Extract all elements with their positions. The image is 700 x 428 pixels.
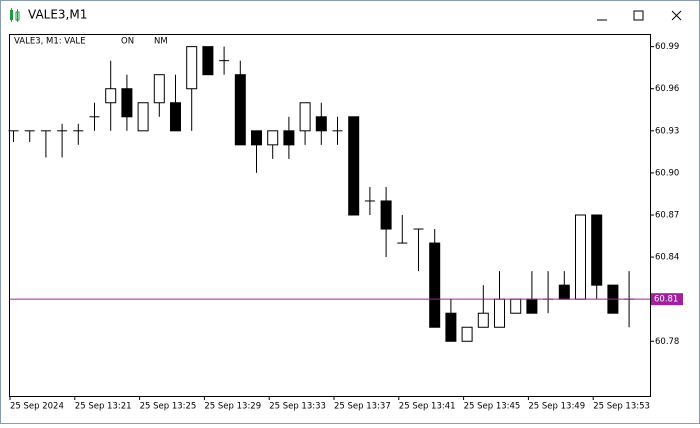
y-tick-label: 60.96 (655, 84, 679, 94)
x-tick-label: 25 Sep 13:49 (528, 402, 585, 412)
candle-body (283, 130, 295, 146)
candle-body (380, 200, 392, 230)
candle-body (558, 284, 570, 300)
candle-body (445, 312, 457, 342)
y-tick-label: 60.87 (655, 211, 679, 221)
candle-body (477, 312, 489, 328)
candle-body (267, 130, 279, 146)
candle-body (299, 102, 311, 132)
annotation: NM (154, 37, 168, 47)
candle-body (348, 116, 360, 216)
candle-body (315, 116, 327, 132)
y-tick-label: 60.78 (655, 337, 679, 347)
y-tick-label: 60.99 (655, 42, 679, 52)
candle-body (494, 298, 505, 328)
x-tick-label: 25 Sep 13:33 (269, 402, 326, 412)
candle-body (202, 46, 214, 76)
y-tick-label: 60.93 (655, 126, 679, 136)
candle-body (186, 46, 198, 90)
x-tick-label: 25 Sep 13:53 (593, 402, 650, 412)
plot-frame (9, 34, 651, 397)
candle-body (575, 214, 586, 300)
x-tick-label: 25 Sep 2024 (10, 402, 64, 412)
candle-body (251, 130, 262, 146)
candle-body (234, 74, 246, 146)
chart-title: VALE3, M1: VALE (14, 37, 86, 47)
candle-body (153, 74, 165, 104)
x-tick-label: 25 Sep 13:41 (399, 402, 456, 412)
x-tick-label: 25 Sep 13:25 (140, 402, 197, 412)
candle-body (461, 326, 473, 342)
close-button[interactable] (671, 10, 682, 21)
candle-body (105, 88, 117, 104)
candle-body (526, 298, 538, 314)
annotation: ON (121, 37, 134, 47)
window-title: VALE3,M1 (28, 8, 87, 22)
price-label: 60.81 (654, 295, 678, 305)
maximize-button[interactable] (633, 10, 644, 21)
y-tick-label: 60.90 (655, 168, 679, 178)
price-label-box (651, 293, 683, 306)
x-tick-label: 25 Sep 13:21 (75, 402, 132, 412)
y-tick-label: 60.84 (655, 253, 679, 263)
candle-body (591, 214, 603, 286)
candle-body (429, 242, 441, 328)
x-tick-label: 25 Sep 13:29 (204, 402, 261, 412)
x-tick-label: 25 Sep 13:37 (334, 402, 391, 412)
app-icon (10, 8, 20, 22)
candle-body (121, 88, 133, 118)
candle-body (170, 102, 181, 132)
candle-body (510, 298, 522, 314)
x-tick-label: 25 Sep 13:45 (464, 402, 521, 412)
candle-body (137, 102, 149, 132)
